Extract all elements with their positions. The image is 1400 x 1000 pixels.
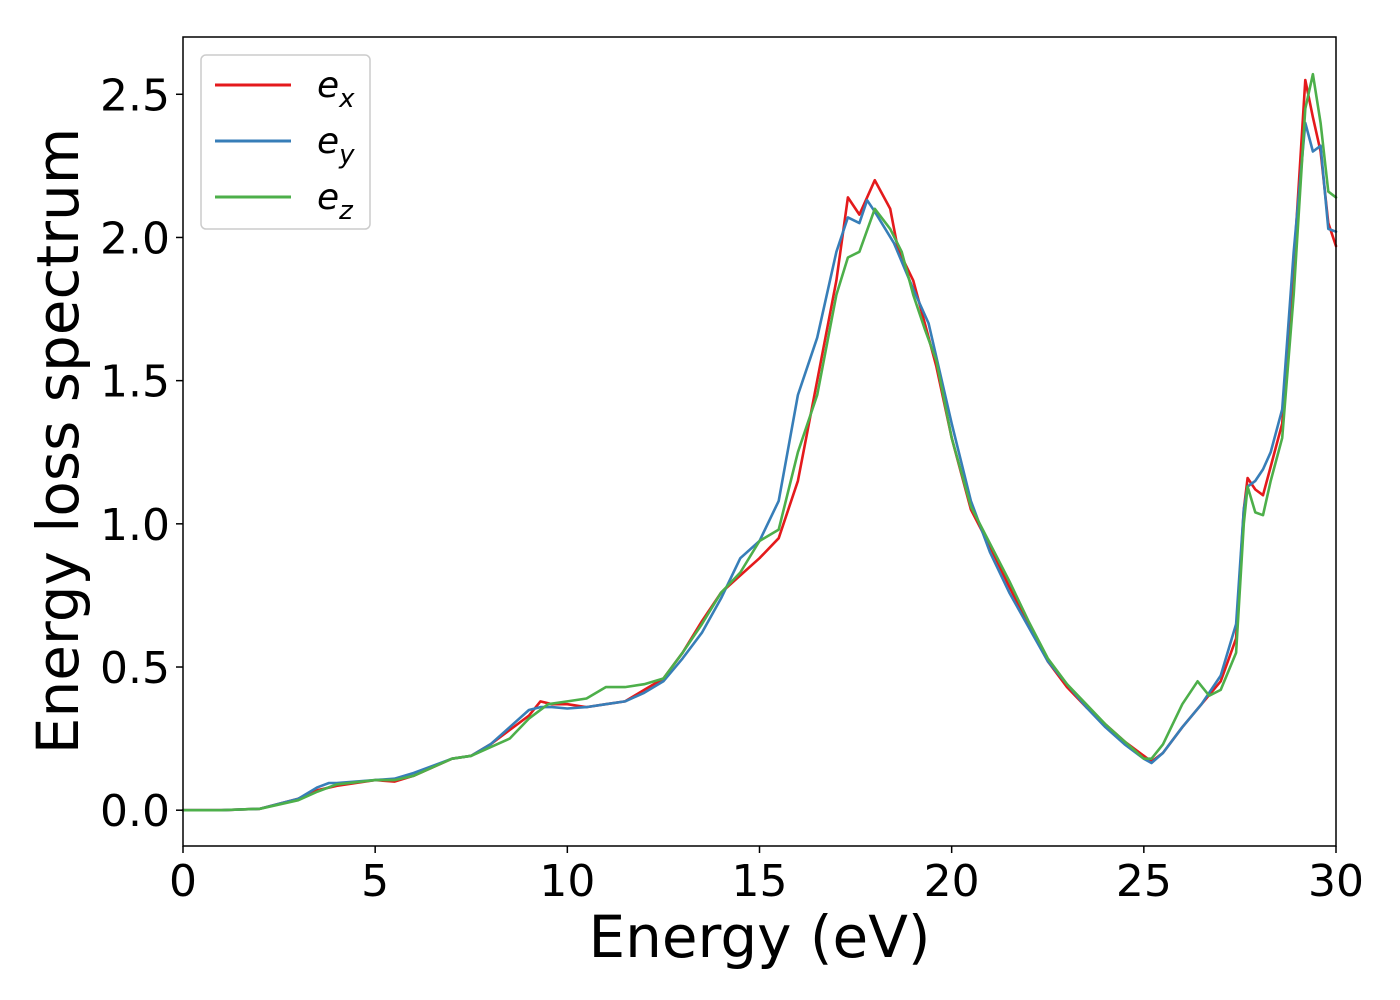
x-axis-ticks: 0 5 10 15 20 25 30 [169,846,1364,907]
y-tick-label: 1.0 [100,500,170,551]
x-tick-label: 30 [1308,856,1364,907]
y-tick-label: 2.0 [100,213,170,264]
x-axis-title: Energy (eV) [588,903,930,971]
x-tick-label: 0 [169,856,197,907]
x-tick-label: 15 [732,856,788,907]
y-axis-ticks: 0.0 0.5 1.0 1.5 2.0 2.5 [100,70,183,837]
series-line-z [181,72,1338,812]
y-tick-label: 0.5 [100,643,170,694]
series-lines [181,72,1338,812]
y-tick-label: 2.5 [100,70,170,121]
y-axis-title: Energy loss spectrum [24,128,92,754]
x-tick-label: 20 [924,856,980,907]
y-tick-label: 1.5 [100,357,170,408]
x-tick-label: 25 [1116,856,1172,907]
y-tick-label: 0.0 [100,786,170,837]
x-tick-label: 10 [539,856,595,907]
x-tick-label: 5 [361,856,389,907]
